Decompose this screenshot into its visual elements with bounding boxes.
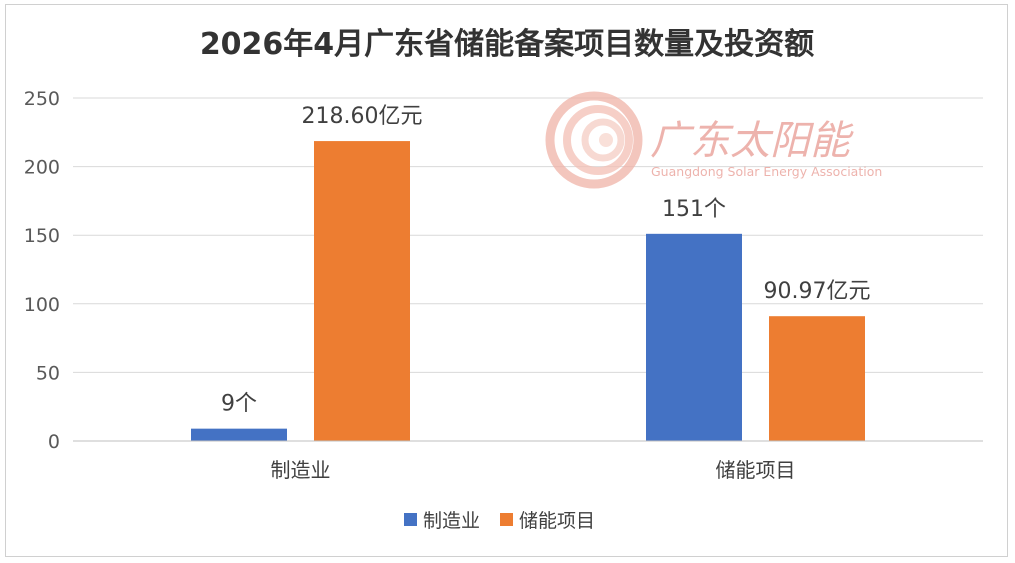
y-tick-label: 150 xyxy=(24,225,60,247)
y-tick-label: 0 xyxy=(48,431,60,453)
legend-label: 储能项目 xyxy=(519,510,595,532)
data-label: 151个 xyxy=(662,197,726,222)
bar xyxy=(769,316,865,441)
data-label: 90.97亿元 xyxy=(764,279,871,304)
chart-frame xyxy=(5,4,1008,557)
legend-swatch xyxy=(500,513,513,526)
data-label: 9个 xyxy=(221,392,257,417)
watermark: 广东太阳能 Guangdong Solar Energy Association xyxy=(545,91,882,189)
data-labels: 9个 218.60亿元 151个 90.97亿元 xyxy=(221,104,870,417)
y-axis-ticks: 0 50 100 150 200 250 xyxy=(24,88,60,453)
legend-swatch xyxy=(404,513,417,526)
bar xyxy=(314,141,410,441)
data-label: 218.60亿元 xyxy=(302,104,423,129)
x-category-label: 制造业 xyxy=(271,458,331,482)
watermark-name-cn: 广东太阳能 xyxy=(650,118,854,164)
watermark-name-en: Guangdong Solar Energy Association xyxy=(651,164,882,179)
y-tick-label: 100 xyxy=(24,294,60,316)
legend: 制造业 储能项目 xyxy=(404,510,595,532)
y-tick-label: 50 xyxy=(36,362,60,384)
bar xyxy=(646,233,742,441)
chart-title: 2026年4月广东省储能备案项目数量及投资额 xyxy=(200,27,814,62)
bars xyxy=(191,141,865,441)
y-tick-label: 200 xyxy=(24,157,60,179)
bar xyxy=(191,428,287,441)
y-tick-label: 250 xyxy=(24,88,60,110)
legend-label: 制造业 xyxy=(423,510,480,532)
x-axis-categories: 制造业 储能项目 xyxy=(271,458,796,482)
x-category-label: 储能项目 xyxy=(716,458,796,482)
watermark-logo-icon xyxy=(545,91,643,189)
